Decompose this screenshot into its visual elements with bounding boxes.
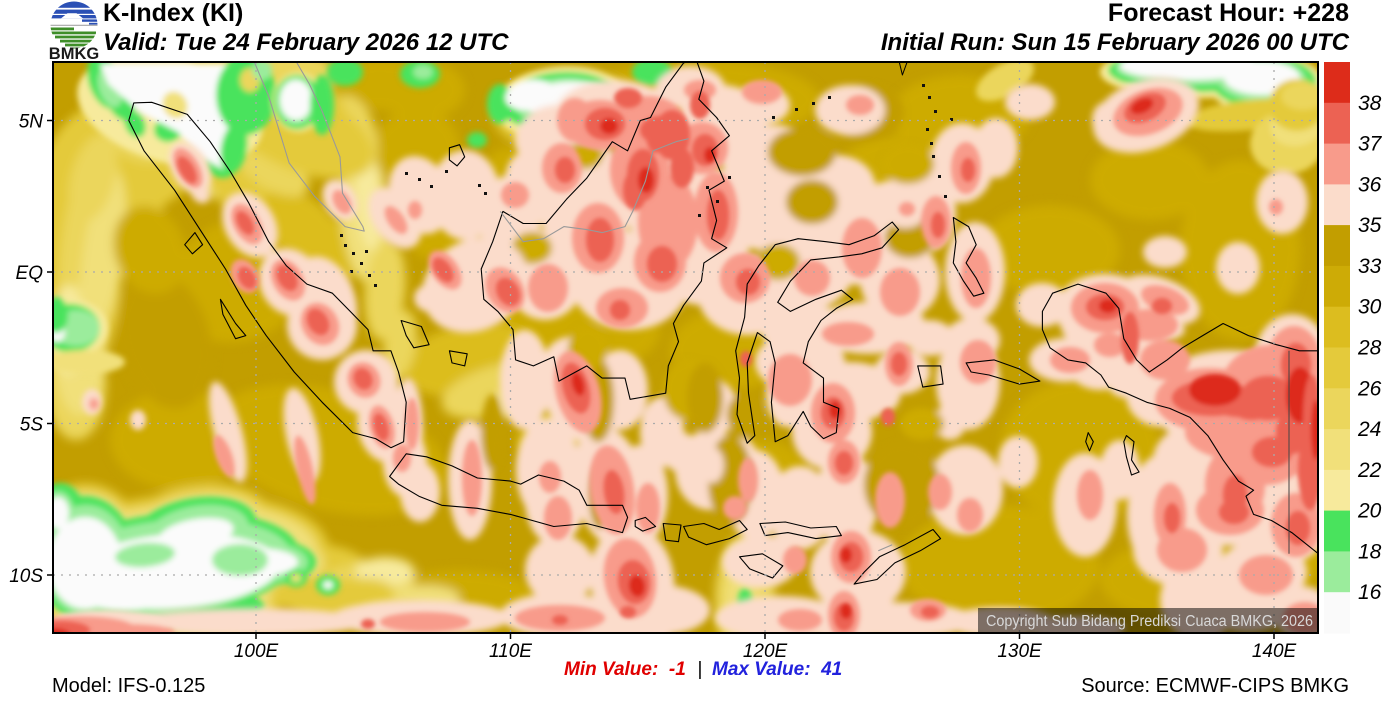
- svg-text:38: 38: [1358, 92, 1382, 115]
- svg-text:110E: 110E: [489, 641, 532, 662]
- svg-text:33: 33: [1358, 255, 1382, 278]
- svg-text:Forecast Hour: +228: Forecast Hour: +228: [1108, 0, 1349, 27]
- svg-text:100E: 100E: [234, 641, 279, 662]
- svg-text:28: 28: [1357, 337, 1382, 360]
- svg-text:26: 26: [1357, 377, 1382, 400]
- svg-text:EQ: EQ: [16, 263, 44, 284]
- svg-text:5N: 5N: [19, 112, 44, 133]
- svg-text:Copyright Sub Bidang Prediksi: Copyright Sub Bidang Prediksi Cuaca BMKG…: [986, 613, 1313, 630]
- svg-text:Initial Run: Sun 15 February 2: Initial Run: Sun 15 February 2026 00 UTC: [881, 29, 1350, 56]
- svg-text:BMKG: BMKG: [49, 45, 99, 63]
- svg-text:Min Value: -1: Min Value: -1: [564, 659, 686, 680]
- svg-text:30: 30: [1358, 296, 1382, 319]
- svg-text:5S: 5S: [20, 415, 44, 436]
- svg-text:10S: 10S: [9, 566, 43, 587]
- svg-text:Max Value: 41: Max Value: 41: [712, 659, 842, 680]
- svg-text:24: 24: [1357, 418, 1381, 441]
- svg-text:22: 22: [1357, 459, 1382, 482]
- svg-text:16: 16: [1358, 581, 1382, 604]
- svg-text:130E: 130E: [997, 641, 1042, 662]
- svg-text:18: 18: [1358, 540, 1382, 563]
- svg-text:20: 20: [1357, 500, 1382, 523]
- svg-text:Valid: Tue 24 February 2026 12: Valid: Tue 24 February 2026 12 UTC: [103, 29, 509, 56]
- svg-text:140E: 140E: [1252, 641, 1297, 662]
- svg-text:120E: 120E: [743, 641, 788, 662]
- svg-text:Source: ECMWF-CIPS BMKG: Source: ECMWF-CIPS BMKG: [1081, 675, 1349, 697]
- svg-text:K-Index (KI): K-Index (KI): [103, 0, 243, 27]
- svg-text:Model: IFS-0.125: Model: IFS-0.125: [52, 675, 205, 697]
- svg-text:36: 36: [1358, 173, 1382, 196]
- svg-text:|: |: [698, 659, 703, 680]
- svg-text:35: 35: [1358, 214, 1382, 237]
- svg-text:37: 37: [1358, 133, 1383, 156]
